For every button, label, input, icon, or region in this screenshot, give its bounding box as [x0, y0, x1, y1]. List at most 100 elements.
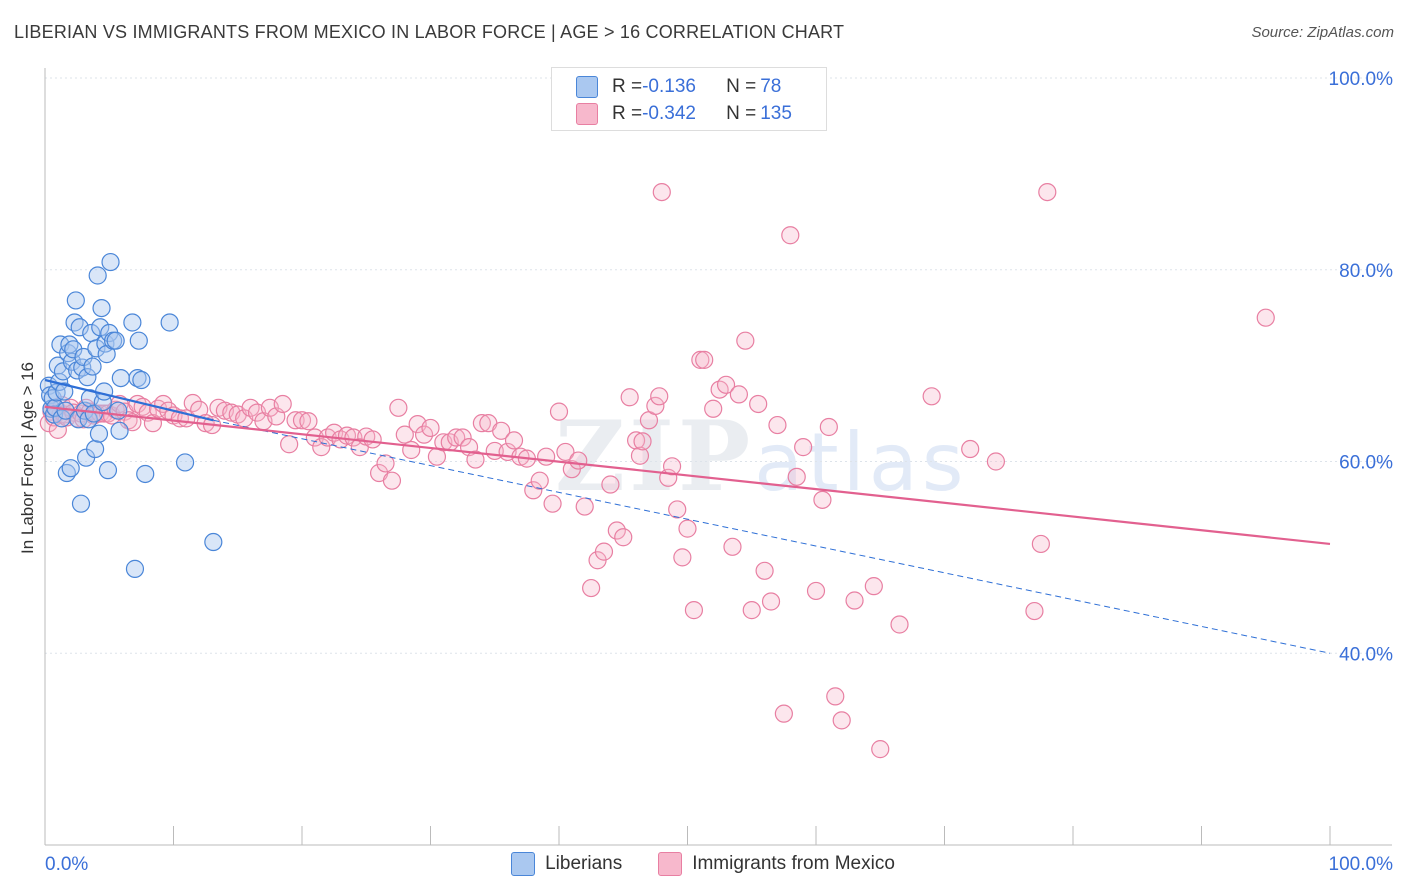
mexico-point	[292, 411, 312, 430]
series-legend-label: Immigrants from Mexico	[692, 853, 895, 874]
mexico-point	[447, 428, 466, 447]
mexico-point	[961, 439, 980, 459]
mexico-point	[871, 740, 890, 759]
legend-swatch-liberians	[576, 76, 598, 98]
liberian-point	[55, 382, 74, 401]
legend-r-label: R =	[612, 76, 643, 97]
mexico-point	[299, 412, 318, 431]
mexico-point	[601, 475, 620, 494]
liberian-point	[66, 291, 85, 310]
liberian-point	[175, 453, 195, 472]
mexico-point	[1025, 601, 1044, 621]
mexico-trend-line	[44, 405, 1331, 546]
mexico-point	[344, 428, 363, 447]
liberian-point	[106, 331, 125, 350]
mexico-point	[922, 387, 941, 406]
y-tick-label: 100.0%	[1329, 69, 1394, 90]
mexico-point	[626, 431, 646, 450]
series-legend: Liberians Immigrants from Mexico	[0, 852, 1406, 876]
mexico-point	[986, 452, 1006, 471]
mexico-point	[678, 519, 697, 538]
legend-n-value: 78	[760, 76, 782, 97]
liberian-point	[204, 532, 223, 552]
x-tick-label: 100.0%	[1329, 854, 1394, 875]
y-axis-label: In Labor Force | Age > 16	[18, 361, 37, 555]
mexico-point	[832, 711, 851, 730]
mexico-point	[768, 415, 787, 435]
mexico-point	[395, 425, 414, 444]
mexico-point	[806, 581, 826, 601]
mexico-point	[453, 428, 472, 447]
mexico-point	[569, 451, 588, 470]
mexico-point	[742, 601, 761, 620]
mexico-point	[594, 542, 614, 561]
mexico-point	[312, 438, 331, 457]
liberian-point	[91, 318, 110, 337]
mexico-point	[633, 432, 652, 451]
mexico-point	[826, 687, 845, 706]
mexico-point	[614, 528, 633, 547]
mexico-point	[684, 601, 704, 620]
mexico-point	[819, 417, 838, 437]
liberian-point	[48, 356, 67, 375]
mexico-point	[382, 471, 402, 490]
liberian-point	[160, 313, 179, 332]
mexico-point	[691, 350, 710, 369]
liberian-point	[89, 424, 109, 443]
legend-n-label: N =	[726, 103, 757, 124]
mexico-point	[695, 350, 714, 369]
mexico-point	[864, 577, 883, 596]
mexico-point	[787, 467, 806, 486]
liberian-point	[86, 439, 105, 459]
mexico-point	[755, 561, 774, 580]
liberian-point	[88, 266, 107, 285]
liberian-trend-line	[213, 419, 1331, 654]
mexico-point	[414, 425, 434, 444]
correlation-legend: R = -0.136 N = 78 R = -0.342 N = 135	[551, 67, 827, 131]
liberian-point	[101, 252, 120, 272]
mexico-point	[646, 396, 665, 415]
legend-row-mexico: R = -0.342 N = 135	[576, 102, 792, 126]
mexico-point	[774, 704, 793, 723]
mexico-point	[537, 447, 556, 466]
mexico-point	[736, 331, 755, 350]
mexico-point	[723, 537, 742, 556]
liberian-point	[87, 339, 106, 358]
legend-n-value: 135	[760, 103, 792, 124]
mexico-point	[504, 431, 524, 450]
mexico-point	[543, 494, 562, 513]
mexico-point	[575, 497, 594, 516]
liberian-point	[64, 340, 83, 359]
series-legend-swatch	[658, 852, 683, 876]
liberian-point	[95, 382, 114, 401]
liberian-point	[47, 383, 66, 402]
mexico-point	[716, 375, 736, 394]
mexico-point	[749, 394, 768, 414]
mexico-point	[607, 521, 626, 540]
mexico-point	[781, 226, 800, 245]
mexico-point	[549, 402, 569, 421]
mexico-point	[466, 450, 485, 469]
liberian-point	[78, 368, 97, 387]
legend-swatch-mexico	[576, 103, 598, 125]
mexico-point	[582, 578, 601, 598]
mexico-point	[1256, 308, 1275, 327]
mexico-point	[794, 438, 813, 457]
mexico-point	[421, 418, 440, 438]
mexico-point	[48, 420, 67, 439]
mexico-point	[1031, 534, 1050, 554]
legend-r-label: R =	[612, 103, 643, 124]
liberian-trend-line	[44, 378, 214, 422]
series-legend-mexico: Immigrants from Mexico	[658, 852, 895, 876]
mexico-point	[363, 430, 382, 449]
mexico-point	[402, 440, 421, 460]
liberian-point	[92, 299, 111, 318]
mexico-point	[556, 442, 575, 462]
mexico-point	[472, 414, 491, 433]
mexico-point	[286, 411, 305, 430]
chart-title: LIBERIAN VS IMMIGRANTS FROM MEXICO IN LA…	[14, 22, 845, 42]
mexico-point	[668, 500, 687, 519]
mexico-point	[729, 385, 749, 404]
mexico-point	[845, 591, 864, 610]
